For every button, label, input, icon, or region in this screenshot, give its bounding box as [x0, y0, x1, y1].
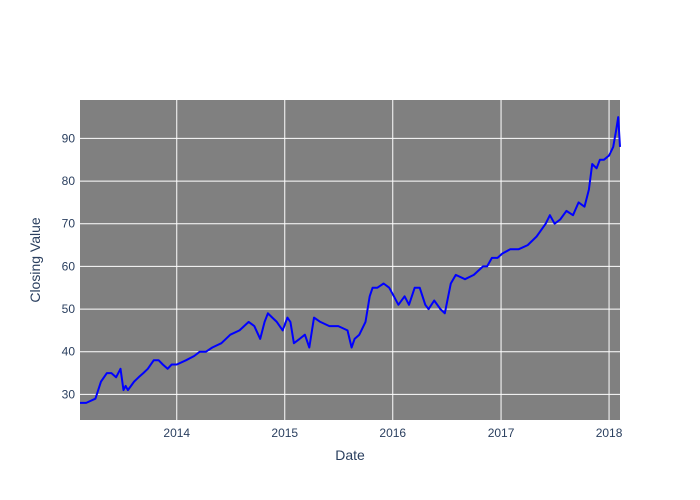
- series-layer: [80, 116, 621, 404]
- tick-labels: 30 40 50 60 70 80 90 2014 2015 2016 2017 2018: [62, 131, 623, 440]
- plot-background: [80, 100, 620, 420]
- y-tick-label: 50: [62, 302, 76, 316]
- y-axis-title: Closing Value: [27, 217, 43, 303]
- x-tick-label: 2018: [596, 426, 623, 440]
- x-tick-label: 2015: [271, 426, 298, 440]
- series-line: [80, 116, 621, 404]
- x-tick-label: 2017: [488, 426, 515, 440]
- y-tick-label: 70: [62, 217, 76, 231]
- y-tick-label: 80: [62, 174, 76, 188]
- y-tick-label: 90: [62, 131, 76, 145]
- y-tick-label: 30: [62, 387, 76, 401]
- x-tick-label: 2016: [379, 426, 406, 440]
- y-tick-label: 40: [62, 345, 76, 359]
- y-tick-label: 60: [62, 259, 76, 273]
- x-tick-label: 2014: [163, 426, 190, 440]
- x-axis-title: Date: [335, 447, 365, 463]
